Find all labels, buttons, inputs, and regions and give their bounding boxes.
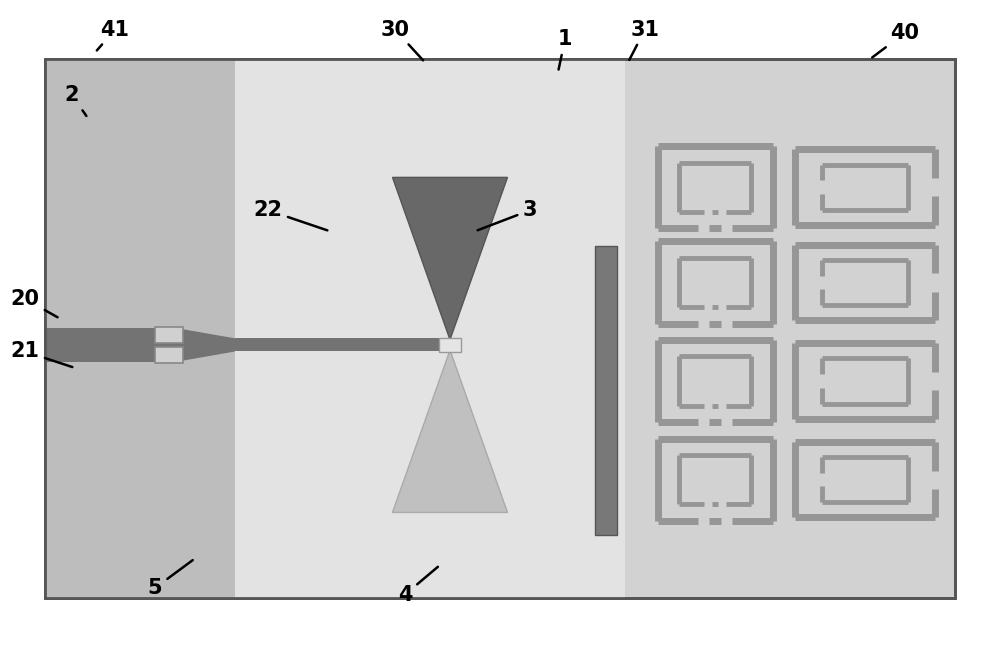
- Text: 41: 41: [97, 20, 130, 51]
- Polygon shape: [175, 328, 235, 362]
- Text: 30: 30: [380, 20, 423, 60]
- Text: 1: 1: [558, 30, 572, 70]
- Text: 21: 21: [10, 342, 72, 367]
- Text: 3: 3: [478, 200, 537, 230]
- Bar: [45, 59, 955, 598]
- Text: 31: 31: [629, 20, 660, 60]
- Text: 5: 5: [148, 560, 193, 598]
- Polygon shape: [392, 177, 508, 340]
- Bar: [45, 59, 235, 598]
- Text: 20: 20: [10, 289, 58, 317]
- Text: 2: 2: [65, 85, 86, 116]
- Bar: [45, 328, 175, 362]
- Text: 4: 4: [398, 567, 438, 604]
- Bar: [235, 59, 625, 598]
- Bar: [439, 338, 461, 352]
- Polygon shape: [392, 350, 508, 512]
- Bar: [45, 59, 955, 598]
- Bar: [235, 338, 445, 351]
- Text: 22: 22: [254, 200, 327, 231]
- Bar: [155, 347, 183, 363]
- Bar: [595, 246, 617, 535]
- Bar: [155, 327, 183, 343]
- Text: 40: 40: [872, 23, 920, 57]
